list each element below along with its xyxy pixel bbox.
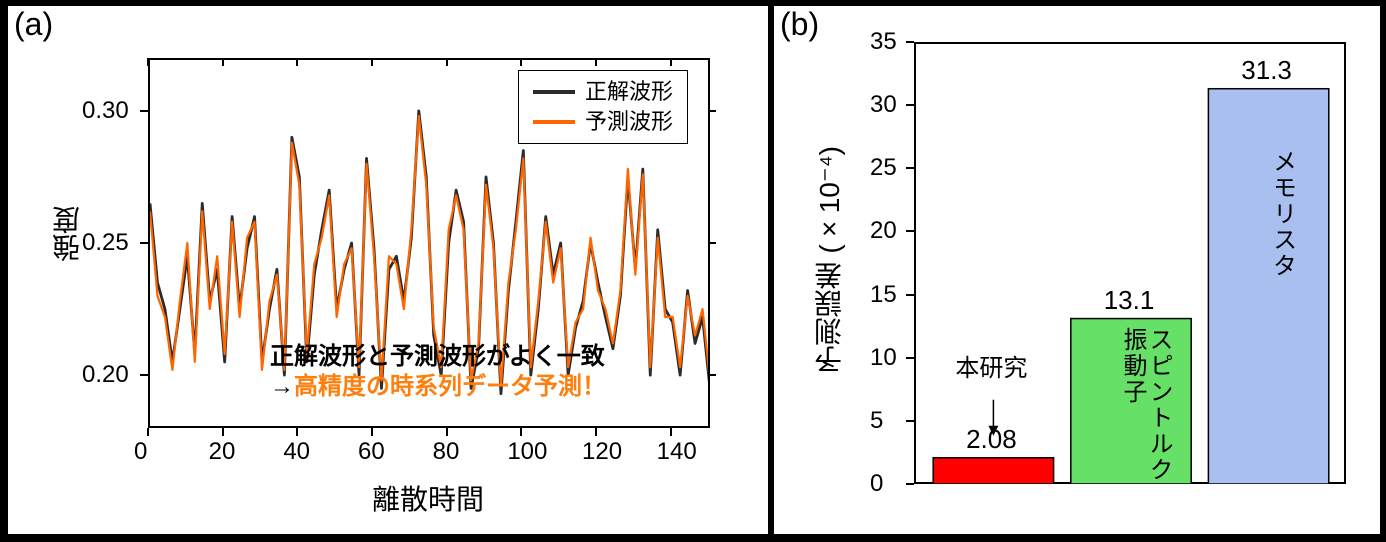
legend-swatch-pred xyxy=(533,120,575,124)
figure-container: (a) 強度 離散時間 正解波形 予測波形 正解波形と予測波形がよく一致 xyxy=(0,0,1386,542)
legend-row-pred: 予測波形 xyxy=(533,107,673,137)
chart-border-top xyxy=(148,58,708,60)
ytick xyxy=(906,420,914,422)
ytick-label: 10 xyxy=(870,344,897,372)
xtick xyxy=(520,428,522,436)
xtick-label: 20 xyxy=(209,438,236,466)
panel-b-label: (b) xyxy=(780,6,819,43)
ytick xyxy=(906,357,914,359)
annot-main: 高精度の時系列データ予測！ xyxy=(294,373,606,400)
ytick xyxy=(906,41,914,43)
panel-b-ylabel: 予測誤差 (×10⁻⁴) xyxy=(810,146,850,373)
bar-vertical-text: 振動子 xyxy=(1115,327,1150,405)
xtick xyxy=(446,428,448,436)
legend-row-truth: 正解波形 xyxy=(533,77,673,107)
ytick-label: 25 xyxy=(870,154,897,182)
xtick xyxy=(371,428,373,436)
ytick xyxy=(906,230,914,232)
panel-a-label: (a) xyxy=(14,6,53,43)
ytick-label: 35 xyxy=(870,28,897,56)
panel-a-chart-area: 正解波形 予測波形 正解波形と予測波形がよく一致 →高精度の時系列データ予測！ xyxy=(148,58,708,428)
ytick xyxy=(140,374,148,376)
xtick xyxy=(296,428,298,436)
xtick-label: 40 xyxy=(283,438,310,466)
xtick xyxy=(595,428,597,436)
xtick-label: 0 xyxy=(134,438,147,466)
xtick xyxy=(147,428,149,436)
ytick xyxy=(906,483,914,485)
ytick-label: 0 xyxy=(870,470,883,498)
chart-border-right xyxy=(1344,42,1346,484)
ytick xyxy=(140,242,148,244)
xtick xyxy=(670,428,672,436)
xtick-label: 60 xyxy=(358,438,385,466)
ytick xyxy=(906,104,914,106)
ytick-label: 15 xyxy=(870,281,897,309)
bar-value-label: 13.1 xyxy=(1099,285,1159,316)
ytick xyxy=(906,294,914,296)
legend-label-pred: 予測波形 xyxy=(585,107,673,137)
panel-a-annotation-line2: →高精度の時系列データ予測！ xyxy=(270,366,606,401)
xtick xyxy=(222,428,224,436)
panel-b: (b) 予測誤差 (×10⁻⁴) 0 5 10 15 20 25 30 35 2.08 本研究 1… xyxy=(774,6,1380,534)
ytick xyxy=(906,167,914,169)
xtick-label: 100 xyxy=(507,438,547,466)
xtick-label: 80 xyxy=(433,438,460,466)
panel-a-legend: 正解波形 予測波形 xyxy=(518,70,688,144)
ytick-label: 0.20 xyxy=(82,361,129,389)
xtick-label: 140 xyxy=(657,438,697,466)
legend-label-truth: 正解波形 xyxy=(585,77,673,107)
annot-arrow: → xyxy=(270,373,294,400)
chart-border-top xyxy=(914,42,1344,44)
panel-a: (a) 強度 離散時間 正解波形 予測波形 正解波形と予測波形がよく一致 xyxy=(8,6,768,534)
legend-swatch-truth xyxy=(533,90,575,94)
chart-border-right xyxy=(708,58,710,428)
ytick-label: 30 xyxy=(870,91,897,119)
ytick-label: 0.30 xyxy=(82,97,129,125)
bar-value-label: 31.3 xyxy=(1237,55,1297,86)
bar-annotation-label: 本研究 xyxy=(951,348,1031,383)
bar-value-label: 2.08 xyxy=(961,424,1021,455)
xtick-label: 120 xyxy=(582,438,622,466)
ytick xyxy=(140,110,148,112)
ytick-label: 5 xyxy=(870,407,883,435)
ytick-label: 20 xyxy=(870,217,897,245)
bar-vertical-text: メモリスタ xyxy=(1265,149,1300,279)
panel-a-xlabel: 離散時間 xyxy=(348,478,508,518)
ytick-label: 0.25 xyxy=(82,229,129,257)
